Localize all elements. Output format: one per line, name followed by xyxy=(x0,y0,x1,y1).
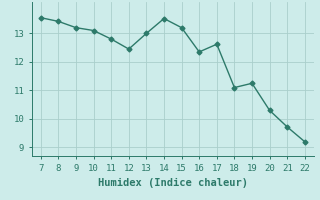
X-axis label: Humidex (Indice chaleur): Humidex (Indice chaleur) xyxy=(98,178,248,188)
